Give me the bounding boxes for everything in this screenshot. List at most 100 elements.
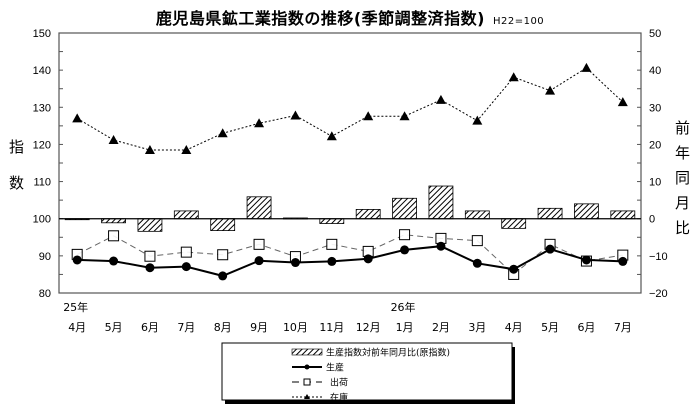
- yoy-bar: [501, 218, 527, 229]
- yoy-bar: [210, 218, 236, 231]
- yoy-bar: [610, 210, 636, 220]
- yoy-bar: [537, 207, 563, 220]
- triangle-marker: [72, 113, 83, 123]
- circle-marker: [290, 258, 300, 268]
- right-axis-title-char: 月: [675, 194, 690, 212]
- month-label: 1月: [396, 321, 414, 334]
- triangle-marker: [581, 62, 592, 72]
- yoy-bar: [101, 218, 126, 224]
- triangle-marker: [363, 111, 374, 121]
- month-label: 10月: [283, 321, 308, 334]
- left-tick-label: 100: [33, 214, 51, 226]
- right-axis-title-char: 年: [675, 144, 690, 162]
- series-circle: [72, 241, 628, 281]
- legend-box: [221, 342, 513, 401]
- year-label: 25年: [63, 300, 88, 314]
- square-marker: [471, 235, 483, 247]
- month-label: 2月: [432, 321, 450, 334]
- left-tick-label: 150: [33, 28, 51, 40]
- axis-titles: 指数 前年同月比: [9, 119, 690, 237]
- month-label: 9月: [250, 321, 268, 334]
- right-tick-label: 0: [649, 214, 655, 226]
- month-label: 4月: [505, 321, 523, 334]
- triangle-marker: [399, 111, 410, 121]
- chart-subtitle: H22=100: [492, 16, 545, 27]
- yoy-bar: [173, 210, 199, 220]
- left-y-axis: 80 90 100 110 120 130 140 150: [33, 28, 63, 300]
- right-tick-label: 20: [649, 139, 661, 151]
- triangle-marker: [144, 145, 155, 154]
- circle-marker: [72, 255, 82, 265]
- yoy-bar: [137, 218, 163, 232]
- triangle-marker: [508, 72, 519, 82]
- triangle-marker: [472, 115, 483, 125]
- circle-marker: [218, 271, 228, 281]
- square-marker: [326, 238, 338, 250]
- left-tick-label: 140: [33, 65, 51, 77]
- left-tick-label: 80: [39, 288, 51, 300]
- triangle-marker: [108, 134, 119, 144]
- legend-label: 生産: [326, 362, 344, 374]
- left-axis-title-char: 数: [9, 174, 24, 192]
- month-label: 5月: [541, 321, 559, 334]
- month-label: 6月: [141, 321, 159, 334]
- square-marker: [144, 250, 156, 262]
- circle-marker: [581, 255, 591, 265]
- legend-item: 生産: [292, 362, 344, 374]
- month-label: 4月: [68, 321, 86, 334]
- triangle-marker: [326, 131, 337, 141]
- month-label: 7月: [614, 321, 632, 334]
- yoy-bar: [574, 203, 599, 220]
- yoy-bar: [355, 209, 381, 220]
- right-tick-label: 30: [649, 102, 661, 114]
- month-label: 5月: [105, 321, 123, 334]
- triangle-marker: [290, 110, 301, 120]
- circle-marker: [400, 245, 410, 255]
- right-axis-title-char: 比: [675, 219, 690, 237]
- legend-item: 生産指数対前年同月比(原指数): [291, 347, 450, 359]
- left-tick-label: 130: [33, 102, 51, 114]
- circle-marker: [545, 244, 555, 254]
- circle-marker: [181, 262, 191, 272]
- circle-marker: [618, 256, 628, 266]
- circle-marker: [363, 254, 373, 264]
- square-marker: [108, 230, 120, 242]
- square-marker: [217, 249, 229, 261]
- left-axis-title-char: 指: [9, 138, 24, 156]
- triangle-marker: [254, 118, 265, 128]
- circle-marker: [472, 258, 482, 268]
- legend-label: 在庫: [330, 392, 348, 404]
- left-tick-label: 110: [33, 177, 51, 189]
- line-series: [71, 62, 629, 281]
- month-label: 6月: [577, 321, 595, 334]
- circle-marker: [109, 256, 119, 266]
- year-label: 26年: [391, 300, 416, 314]
- right-y-axis: −20 −10 0 10 20 30 40 50: [637, 28, 668, 300]
- right-tick-label: −20: [649, 288, 668, 300]
- triangle-marker: [181, 145, 192, 154]
- legend-item: 出荷: [292, 377, 348, 389]
- legend-item: 在庫: [292, 392, 348, 404]
- circle-marker: [436, 241, 446, 251]
- right-tick-label: 50: [649, 28, 661, 40]
- month-label: 12月: [356, 321, 381, 334]
- series-triangle: [72, 62, 628, 154]
- legend-label: 出荷: [330, 377, 348, 389]
- circle-marker: [509, 264, 519, 274]
- yoy-bar: [392, 197, 417, 220]
- right-axis-title-char: 同: [675, 169, 690, 187]
- series-square: [71, 229, 629, 280]
- right-tick-label: 10: [649, 177, 661, 189]
- circle-marker: [254, 256, 264, 266]
- triangle-marker: [617, 97, 628, 107]
- yoy-bar: [428, 185, 454, 220]
- circle-marker: [145, 263, 155, 273]
- right-tick-label: −10: [649, 251, 668, 263]
- yoy-bar: [464, 210, 490, 220]
- triangle-marker: [545, 85, 556, 95]
- circle-marker: [327, 256, 337, 266]
- chart-title-text: 鹿児島県鉱工業指数の推移(季節調整済指数): [155, 9, 485, 28]
- x-axis-labels: 25年 26年 4月 5月 6月 7月 8月 9月 10月 11月 12月 1月 2月 3月 4月 5月 6月 7…: [63, 300, 632, 334]
- hatched-bar-icon: [291, 348, 323, 356]
